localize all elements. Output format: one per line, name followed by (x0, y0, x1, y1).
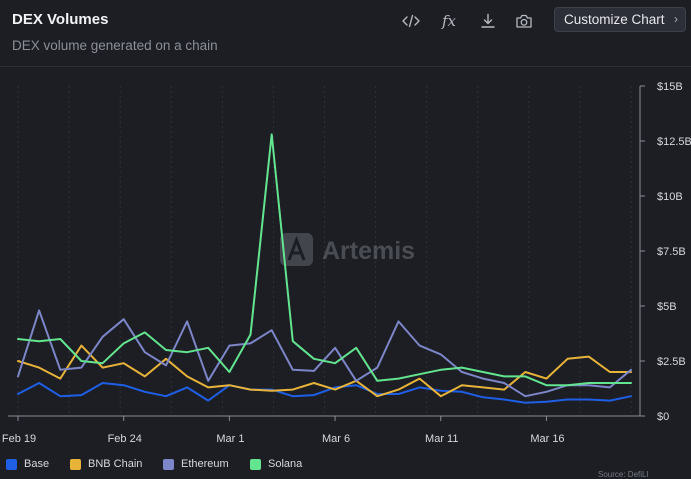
legend-item-solana[interactable]: Solana (250, 458, 302, 470)
legend-label: BNB Chain (88, 458, 143, 470)
y-tick-label: $15B (657, 81, 683, 93)
y-tick-label: $2.5B (657, 356, 686, 368)
watermark-text: Artemis (322, 237, 415, 265)
y-tick-label: $12.5B (657, 136, 691, 148)
legend-item-bnb-chain[interactable]: BNB Chain (70, 458, 142, 470)
legend-swatch (250, 458, 261, 470)
formula-icon[interactable]: fx (436, 8, 462, 34)
line-chart: $0 $2.5B $5B $7.5B $10B $12.5B $15B Feb 19 Feb 2… (2, 81, 691, 445)
code-icon[interactable] (398, 8, 424, 34)
y-tick-label: $10B (657, 191, 683, 203)
legend-item-ethereum[interactable]: Ethereum (163, 458, 229, 470)
series-line-solana (17, 133, 632, 387)
legend-label: Ethereum (181, 458, 229, 470)
x-tick-label: Mar 11 (425, 433, 458, 445)
watermark-logo (280, 233, 313, 266)
legend-label: Solana (268, 458, 303, 470)
x-tick-label: Feb 19 (2, 433, 36, 445)
legend-swatch (70, 458, 81, 470)
x-tick-label: Mar 6 (322, 433, 350, 445)
legend-swatch (163, 458, 174, 470)
y-tick-label: $7.5B (657, 246, 686, 258)
legend-swatch (6, 458, 17, 470)
watermark: Artemis (280, 233, 415, 266)
legend-label: Base (24, 458, 50, 470)
download-icon[interactable] (475, 8, 501, 34)
y-tick-label: $5B (657, 301, 677, 313)
y-tick-label: $0 (657, 411, 669, 423)
series-line-bnb-chain (17, 344, 632, 398)
x-tick-label: Feb 24 (108, 433, 142, 445)
series-line-ethereum (17, 309, 632, 398)
x-tick-label: Mar 1 (216, 433, 244, 445)
customize-chart-label: Customize Chart (564, 12, 665, 27)
camera-icon[interactable] (511, 8, 537, 34)
chevron-right-icon: › (674, 12, 678, 26)
source-footnote: Source: DefiLl (598, 470, 649, 479)
x-tick-label: Mar 16 (530, 433, 564, 445)
customize-chart-button[interactable]: Customize Chart › (554, 7, 686, 32)
header-divider (0, 66, 691, 67)
series-line-base (17, 382, 632, 404)
legend-item-base[interactable]: Base (6, 458, 49, 470)
chart-subtitle: DEX volume generated on a chain (12, 38, 218, 53)
chart-title: DEX Volumes (12, 11, 109, 28)
watermark-logo-mark (287, 235, 306, 261)
formula-icon-text: fx (441, 12, 456, 30)
